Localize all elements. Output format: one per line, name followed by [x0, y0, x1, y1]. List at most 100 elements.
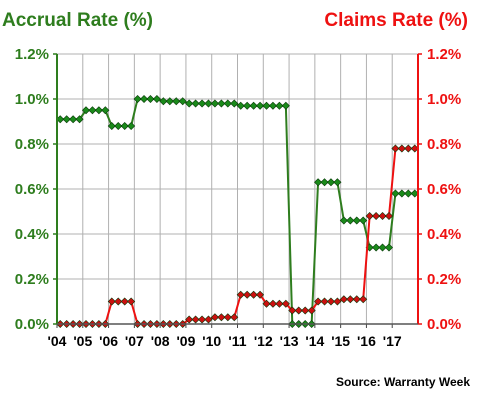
- accrual-point: [359, 216, 368, 225]
- x-tick-label: '14: [305, 333, 324, 349]
- claims-point: [365, 211, 374, 221]
- accrual-point: [140, 94, 149, 104]
- accrual-point: [172, 97, 181, 106]
- y-tick-label-right: 1.2%: [427, 46, 461, 63]
- y-tick-label-right: 0.4%: [427, 226, 461, 243]
- accrual-point: [107, 121, 116, 131]
- claims-point: [307, 306, 316, 315]
- claims-point: [294, 306, 303, 315]
- claims-point: [352, 295, 361, 304]
- claims-point: [378, 211, 387, 221]
- x-tick-label: '06: [99, 333, 118, 349]
- accrual-point: [339, 216, 348, 225]
- accrual-point: [165, 97, 174, 106]
- x-tick-label: '09: [176, 333, 195, 349]
- accrual-point: [81, 106, 91, 115]
- accrual-point: [127, 121, 136, 131]
- accrual-point: [230, 99, 239, 108]
- y-tick-label-right: 0.0%: [427, 316, 461, 333]
- y-tick-label-right: 0.2%: [427, 271, 461, 288]
- x-tick-label: '15: [331, 333, 350, 349]
- y-tick-label-left: 0.2%: [15, 271, 49, 288]
- accrual-point: [120, 121, 129, 131]
- claims-point: [404, 144, 413, 153]
- accrual-point: [152, 94, 161, 104]
- accrual-point: [262, 101, 271, 110]
- claims-point: [191, 315, 200, 324]
- claims-point: [397, 144, 406, 153]
- accrual-point: [281, 101, 290, 110]
- accrual-point: [397, 189, 406, 198]
- title-left: Accrual Rate (%): [2, 10, 153, 31]
- claims-point: [236, 290, 245, 299]
- y-tick-label-left: 0.0%: [15, 316, 49, 333]
- claims-point: [198, 315, 207, 324]
- accrual-point: [88, 106, 97, 115]
- accrual-point: [352, 216, 361, 225]
- claims-point: [320, 297, 329, 306]
- axes: [53, 53, 422, 328]
- accrual-point: [249, 101, 258, 110]
- claims-point: [339, 295, 348, 304]
- accrual-point: [256, 101, 265, 110]
- y-tick-label-right: 1.0%: [427, 91, 461, 108]
- x-axis-ticks: '04 '05 '06 '07 '08 '09 '10 '11 '12 '13 '14 '15 '16 '…: [48, 333, 402, 349]
- claims-point: [288, 306, 297, 315]
- x-tick-label: '16: [357, 333, 376, 349]
- accrual-point: [75, 115, 84, 124]
- accrual-point: [404, 189, 413, 198]
- series-layer: [56, 94, 419, 329]
- claims-point: [223, 313, 232, 322]
- y-tick-label-left: 0.8%: [15, 136, 49, 153]
- accrual-point: [236, 101, 245, 110]
- accrual-point: [372, 243, 381, 252]
- claims-point: [249, 290, 258, 299]
- accrual-point: [384, 243, 394, 252]
- claims-point: [210, 313, 219, 322]
- accrual-point: [210, 99, 219, 108]
- claims-point: [314, 297, 323, 306]
- accrual-point: [191, 99, 200, 108]
- x-tick-label: '07: [125, 333, 144, 349]
- accrual-point: [275, 101, 284, 110]
- y-tick-label-right: 0.8%: [427, 136, 461, 153]
- claims-point: [384, 211, 394, 221]
- x-tick-label: '10: [202, 333, 221, 349]
- claims-point: [262, 299, 271, 308]
- claims-point: [185, 315, 194, 324]
- accrual-point: [268, 101, 277, 110]
- y-axis-right-ticks: 0.0% 0.2% 0.4% 0.6% 0.8% 1.0% 1.2%: [427, 46, 461, 333]
- claims-point: [243, 290, 252, 299]
- accrual-point: [326, 178, 335, 187]
- accrual-point: [223, 99, 232, 108]
- claims-point: [391, 144, 400, 153]
- y-tick-label-left: 1.2%: [15, 46, 49, 63]
- claims-point: [326, 297, 335, 306]
- claims-point: [120, 297, 129, 306]
- claims-point: [372, 211, 381, 221]
- x-tick-label: '13: [280, 333, 299, 349]
- y-tick-label-left: 0.4%: [15, 226, 49, 243]
- y-axis-left-ticks: 0.0% 0.2% 0.4% 0.6% 0.8% 1.0% 1.2%: [15, 46, 49, 333]
- accrual-point: [146, 94, 155, 104]
- claims-point: [230, 313, 239, 322]
- x-tick-label: '12: [254, 333, 273, 349]
- accrual-point: [101, 106, 110, 115]
- claims-point: [114, 297, 123, 306]
- source-label: Source: Warranty Week: [336, 375, 470, 389]
- claims-point: [217, 313, 226, 322]
- accrual-point: [94, 106, 103, 115]
- y-tick-label-right: 0.6%: [427, 181, 461, 198]
- x-tick-label: '11: [228, 333, 246, 349]
- claims-point: [333, 297, 342, 306]
- claims-point: [281, 299, 290, 308]
- claims-point: [268, 299, 277, 308]
- accrual-point: [114, 121, 123, 131]
- claims-point: [346, 295, 355, 304]
- claims-point: [256, 290, 265, 299]
- claims-point: [359, 295, 368, 304]
- accrual-point: [159, 97, 168, 106]
- claims-point: [301, 306, 310, 315]
- y-tick-label-left: 1.0%: [15, 91, 49, 108]
